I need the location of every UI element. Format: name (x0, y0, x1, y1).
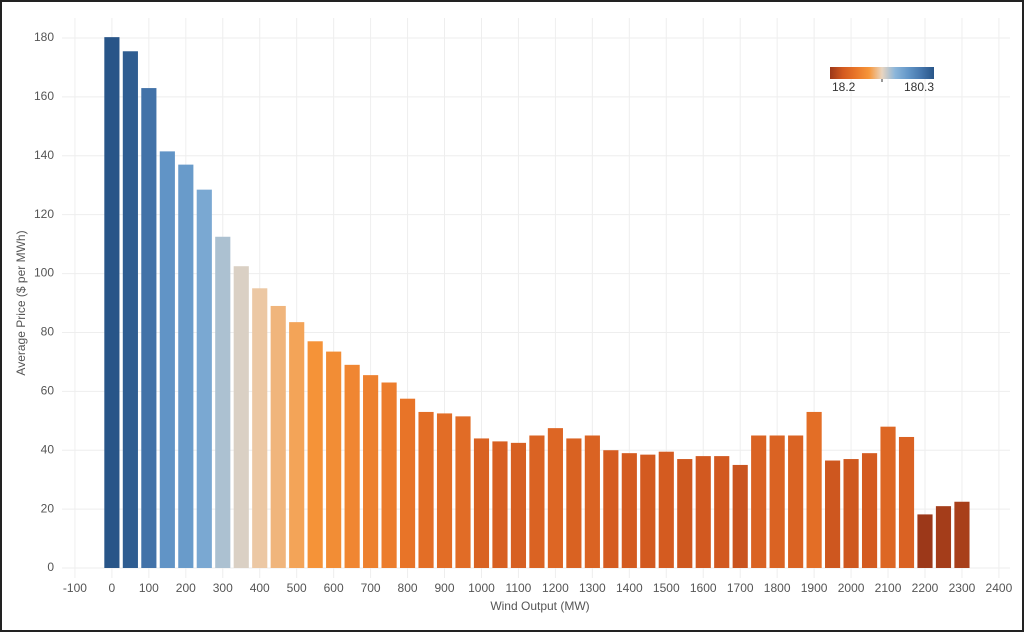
bar (326, 351, 342, 568)
y-tick-label: 20 (41, 501, 55, 515)
x-tick-label: 1400 (616, 581, 643, 595)
bar (788, 435, 804, 568)
x-tick-label: 2300 (949, 581, 976, 595)
y-tick-label: 0 (47, 560, 54, 574)
bar (492, 441, 508, 568)
bar (935, 506, 952, 568)
y-tick-label: 140 (34, 148, 54, 162)
bar (381, 382, 397, 568)
bar (270, 305, 286, 568)
y-tick-label: 60 (41, 384, 55, 398)
x-tick-label: 1000 (468, 581, 495, 595)
bar (399, 398, 416, 568)
y-tick-label: 80 (41, 325, 55, 339)
y-tick-label: 100 (34, 266, 54, 280)
x-tick-label: 100 (139, 581, 159, 595)
color-legend (830, 67, 934, 79)
x-tick-label: 1600 (690, 581, 717, 595)
bar (104, 37, 120, 568)
bar (769, 435, 785, 568)
x-tick-label: 1200 (542, 581, 569, 595)
x-tick-label: -100 (63, 581, 87, 595)
bar (473, 438, 490, 568)
y-tick-label: 40 (41, 442, 55, 456)
bar (418, 411, 434, 568)
bar (141, 88, 157, 568)
bar (436, 413, 453, 568)
bar (159, 151, 175, 568)
bar (547, 428, 563, 568)
bar (954, 501, 970, 568)
bar (714, 456, 730, 568)
bar (363, 375, 379, 568)
bar (603, 450, 619, 568)
x-tick-label: 300 (213, 581, 233, 595)
x-tick-label: 2100 (875, 581, 902, 595)
x-tick-label: 2000 (838, 581, 865, 595)
x-tick-label: 1900 (801, 581, 828, 595)
legend-min-label: 18.2 (832, 80, 856, 94)
bar (566, 438, 582, 568)
x-tick-label: 800 (398, 581, 418, 595)
bar (621, 453, 637, 568)
x-tick-label: 1800 (764, 581, 791, 595)
bar (880, 426, 896, 568)
bar (658, 451, 674, 568)
legend-max-label: 180.3 (904, 80, 934, 94)
x-tick-label: 900 (435, 581, 455, 595)
x-tick-label: 2200 (912, 581, 939, 595)
y-tick-label: 120 (34, 207, 54, 221)
bar (455, 416, 471, 568)
bar (252, 288, 268, 568)
x-tick-label: 1300 (579, 581, 606, 595)
x-axis-title: Wind Output (MW) (490, 599, 589, 613)
x-tick-label: 600 (324, 581, 344, 595)
bar (344, 364, 360, 568)
x-tick-label: 1500 (653, 581, 680, 595)
bar (122, 51, 138, 568)
bar (695, 456, 711, 568)
bar (806, 411, 822, 568)
x-tick-label: 1700 (727, 581, 754, 595)
bar (529, 435, 545, 568)
y-axis-title: Average Price ($ per MWh) (14, 230, 28, 375)
bar (196, 189, 212, 568)
bar (677, 459, 693, 568)
x-tick-label: 700 (361, 581, 381, 595)
bar (843, 459, 859, 568)
bar (584, 435, 600, 568)
bar (825, 460, 841, 568)
y-tick-label: 160 (34, 89, 54, 103)
bar (751, 435, 767, 568)
bar (289, 322, 305, 568)
bar (640, 454, 656, 568)
bar (215, 236, 231, 568)
bar (178, 164, 194, 568)
x-tick-label: 200 (176, 581, 196, 595)
bar (233, 266, 249, 568)
x-tick-label: 500 (287, 581, 307, 595)
x-tick-label: 400 (250, 581, 270, 595)
bar (898, 436, 915, 568)
bar (510, 442, 527, 568)
bar (732, 464, 748, 568)
bar (307, 341, 323, 568)
y-tick-label: 180 (34, 30, 54, 44)
x-tick-label: 0 (109, 581, 116, 595)
x-tick-label: 1100 (506, 581, 532, 595)
bar (917, 514, 933, 568)
bar (861, 453, 878, 568)
x-tick-label: 2400 (986, 581, 1013, 595)
